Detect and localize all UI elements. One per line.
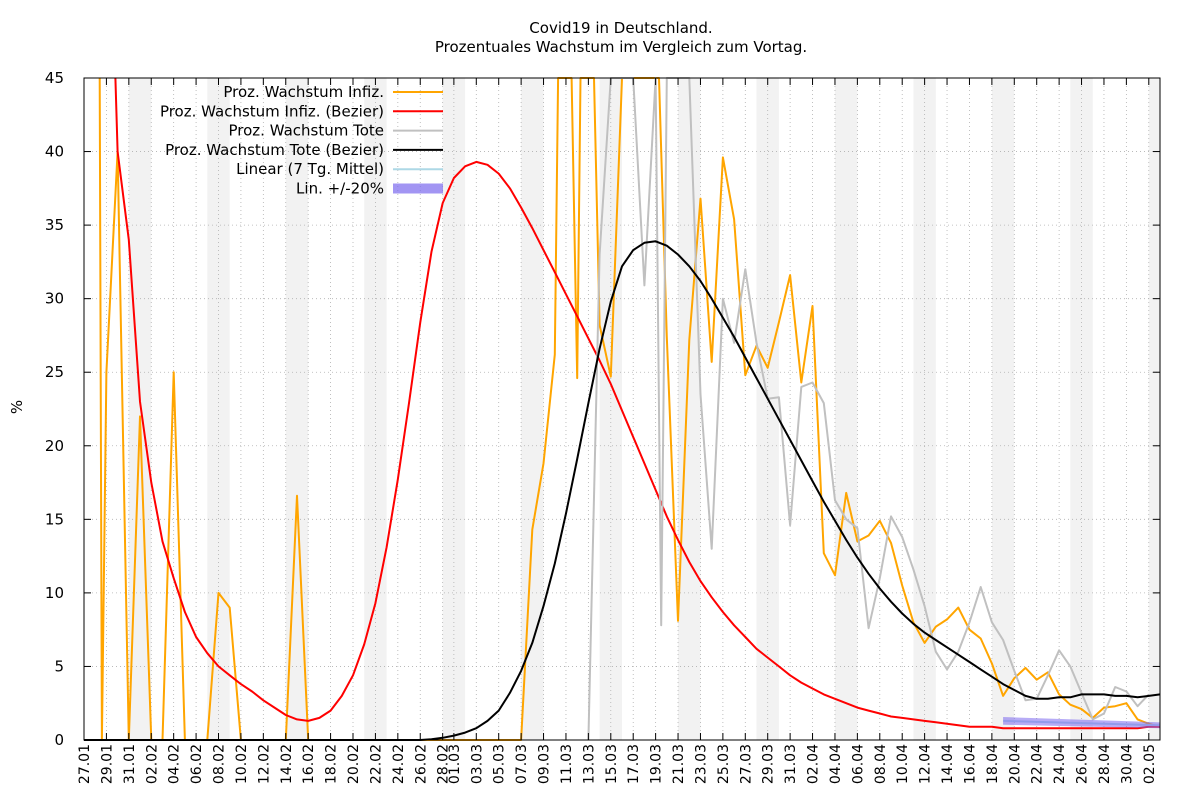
x-tick-label: 05.03	[492, 744, 508, 784]
legend-item: Linear (7 Tg. Mittel)	[236, 160, 443, 178]
x-tick-label: 28.04	[1097, 744, 1113, 784]
y-tick-label: 10	[45, 584, 64, 602]
y-axis-label: %	[8, 400, 26, 414]
x-tick-label: 06.04	[850, 744, 866, 784]
x-tick-label: 04.02	[167, 744, 183, 784]
legend-label: Proz. Wachstum Infiz.	[223, 83, 384, 101]
legend-item: Proz. Wachstum Infiz.	[223, 83, 443, 101]
x-tick-label: 07.03	[514, 744, 530, 784]
axes: 0 5 10 15 20 25 30 35 40 45 27.01 29.01 31.01 02.02 04…	[45, 69, 1161, 784]
series-line	[587, 77, 1150, 741]
chart-title-line2: Prozentuales Wachstum im Vergleich zum V…	[435, 38, 807, 56]
x-tick-label: 15.03	[604, 744, 620, 784]
x-tick-label: 18.04	[985, 744, 1001, 784]
weekend-band	[1148, 78, 1160, 740]
weekend-band	[521, 78, 544, 740]
y-tick-label: 25	[45, 363, 64, 381]
x-tick-label: 30.04	[1119, 744, 1135, 784]
y-tick-label: 30	[45, 290, 64, 308]
y-tick-label: 15	[45, 510, 64, 528]
legend-label: Proz. Wachstum Tote (Bezier)	[165, 141, 384, 159]
weekend-band	[1070, 78, 1093, 740]
x-tick-label: 20.04	[1007, 744, 1023, 784]
weekend-band	[991, 78, 1015, 740]
x-tick-label: 16.04	[962, 744, 978, 784]
legend-label: Proz. Wachstum Infiz. (Bezier)	[160, 102, 384, 120]
weekend-band	[207, 78, 230, 740]
x-tick-label: 29.01	[99, 744, 115, 784]
x-tick-label: 16.02	[301, 744, 317, 784]
x-tick-label: 22.04	[1030, 744, 1046, 784]
series-proz-wachstum-tote-bezier-	[84, 240, 1161, 741]
plot-frame	[83, 77, 1161, 741]
x-tick-label: 27.01	[77, 744, 93, 784]
weekend-band	[756, 78, 779, 740]
series-proz-wachstum-infiz-bezier-	[114, 77, 1160, 730]
x-tick-label: 31.03	[783, 744, 799, 784]
weekend-band	[834, 78, 858, 740]
x-tick-label: 19.03	[649, 744, 665, 784]
legend-item: Proz. Wachstum Infiz. (Bezier)	[160, 102, 443, 120]
x-tick-label: 02.02	[144, 744, 160, 784]
x-tick-label: 01.03	[447, 744, 463, 784]
x-tick-label: 11.03	[559, 744, 575, 784]
x-tick-label: 13.03	[581, 744, 597, 784]
legend-label: Proz. Wachstum Tote	[228, 122, 384, 140]
legend-item: Proz. Wachstum Tote	[228, 122, 443, 140]
x-tick-label: 02.04	[806, 744, 822, 784]
x-tick-label: 24.02	[391, 744, 407, 784]
x-tick-label: 20.02	[346, 744, 362, 784]
legend-swatch	[393, 183, 443, 194]
weekend-band	[442, 78, 466, 740]
x-tick-label: 08.04	[873, 744, 889, 784]
y-tick-label: 5	[54, 657, 64, 675]
series-proz-wachstum-tote	[587, 77, 1150, 741]
x-tick-label: 08.02	[212, 744, 228, 784]
legend-item: Proz. Wachstum Tote (Bezier)	[165, 141, 443, 159]
x-tick-label: 27.03	[738, 744, 754, 784]
weekend-band	[678, 78, 701, 740]
x-tick-label: 29.03	[761, 744, 777, 784]
y-tick-label: 45	[45, 69, 64, 87]
x-tick-label: 10.02	[234, 744, 250, 784]
x-tick-label: 04.04	[828, 744, 844, 784]
x-tick-label: 28.02	[436, 744, 452, 784]
y-tick-label: 0	[54, 731, 64, 749]
x-tick-label: 14.04	[940, 744, 956, 784]
x-tick-label: 12.04	[918, 744, 934, 784]
series-line	[114, 77, 1160, 730]
x-tick-label: 06.02	[189, 744, 205, 784]
x-tick-label: 23.03	[693, 744, 709, 784]
series-band-lin-20	[1003, 717, 1160, 729]
legend: Proz. Wachstum Infiz.Proz. Wachstum Infi…	[160, 83, 443, 198]
y-tick-label: 20	[45, 437, 64, 455]
x-tick-label: 26.02	[413, 744, 429, 784]
legend-label: Lin. +/-20%	[296, 180, 384, 198]
x-tick-label: 26.04	[1075, 744, 1091, 784]
x-tick-label: 10.04	[895, 744, 911, 784]
x-tick-label: 25.03	[716, 744, 732, 784]
x-tick-label: 22.02	[368, 744, 384, 784]
y-tick-label: 40	[45, 143, 64, 161]
x-tick-label: 17.03	[626, 744, 642, 784]
x-tick-label: 12.02	[256, 744, 272, 784]
weekend-band	[285, 78, 309, 740]
legend-item: Lin. +/-20%	[296, 180, 443, 198]
x-tick-label: 03.03	[469, 744, 485, 784]
x-tick-label: 18.02	[324, 744, 340, 784]
x-tick-label: 31.01	[122, 744, 138, 784]
x-tick-label: 02.05	[1142, 744, 1158, 784]
series-line	[84, 240, 1161, 741]
chart-title-line1: Covid19 in Deutschland.	[529, 19, 712, 37]
x-tick-label: 24.04	[1052, 744, 1068, 784]
legend-label: Linear (7 Tg. Mittel)	[236, 160, 384, 178]
x-tick-label: 09.03	[537, 744, 553, 784]
grid	[83, 78, 1160, 740]
x-tick-label: 21.03	[671, 744, 687, 784]
y-tick-label: 35	[45, 216, 64, 234]
x-tick-label: 14.02	[279, 744, 295, 784]
weekend-band	[913, 78, 936, 740]
